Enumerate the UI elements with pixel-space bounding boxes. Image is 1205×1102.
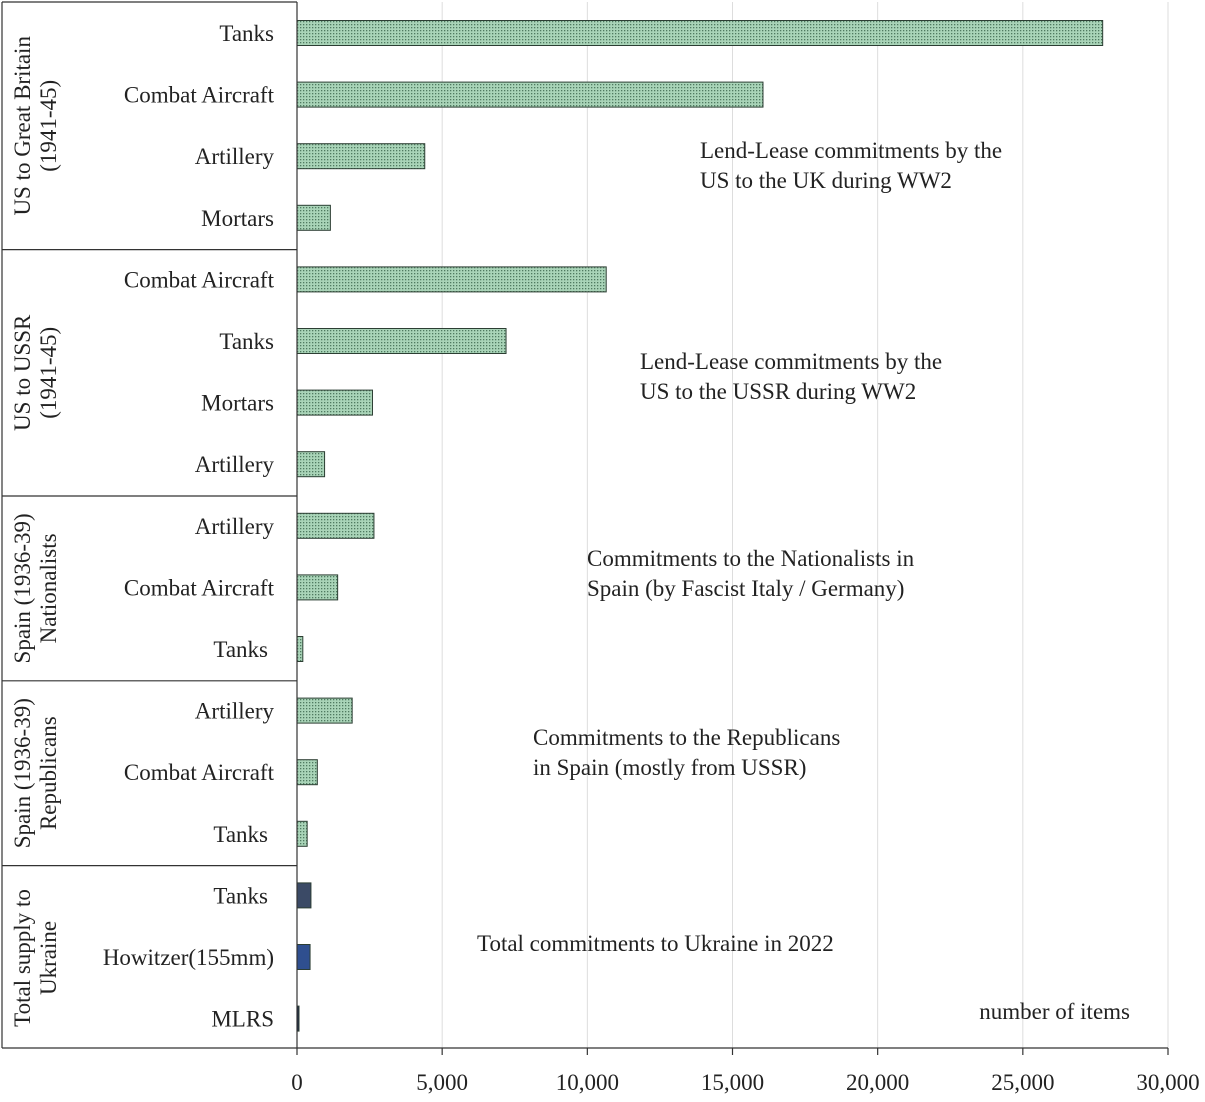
category-label: Artillery — [195, 452, 275, 477]
x-axis-title: number of items — [979, 999, 1130, 1024]
group-label-line: Ukraine — [36, 921, 61, 995]
category-label: Artillery — [195, 514, 275, 539]
category-label: Combat Aircraft — [124, 575, 275, 600]
bar — [296, 20, 1104, 46]
category-label: Howitzer(155mm) — [103, 945, 274, 970]
category-label: Tanks — [219, 329, 274, 354]
group-label: Total supply toUkraine — [10, 889, 61, 1027]
annotation-text: in Spain (mostly from USSR) — [533, 755, 806, 780]
x-tick-label: 15,000 — [701, 1070, 764, 1095]
annotation-text: Spain (by Fascist Italy / Germany) — [587, 576, 904, 601]
group-label-line: Republicans — [36, 716, 61, 830]
group-label: Spain (1936-39)Nationalists — [10, 513, 61, 663]
bar — [296, 759, 318, 786]
category-label: Combat Aircraft — [124, 760, 275, 785]
category-label: Artillery — [195, 699, 275, 724]
category-label: Tanks — [213, 883, 268, 908]
annotations: Lend-Lease commitments by the US to the U… — [477, 138, 1002, 956]
annotation-text: US to the UK during WW2 — [700, 168, 952, 193]
group-label-line: (1941-45) — [36, 327, 61, 419]
label-frame — [1, 1, 298, 1048]
bar — [296, 944, 311, 970]
group-label-line: (1941-45) — [36, 80, 61, 172]
bars — [296, 20, 1104, 1032]
bar — [296, 143, 426, 170]
group-label-line: Total supply to — [10, 889, 35, 1027]
x-tick-label: 10,000 — [556, 1070, 619, 1095]
category-label: Combat Aircraft — [124, 267, 275, 292]
bar — [296, 328, 507, 354]
gridlines — [441, 2, 1169, 1048]
category-label: Mortars — [201, 206, 274, 231]
category-label: Mortars — [201, 391, 274, 416]
category-label: Combat Aircraft — [124, 83, 275, 108]
bar — [296, 882, 312, 909]
bar — [296, 81, 764, 108]
x-tick-label: 5,000 — [416, 1070, 468, 1095]
group-label-line: Spain (1936-39) — [10, 513, 35, 663]
category-label: Tanks — [213, 637, 268, 662]
category-labels: Tanks Combat Aircraft Artillery Mortars US t… — [10, 21, 275, 1032]
category-label: MLRS — [211, 1007, 274, 1032]
x-tick-label: 30,000 — [1136, 1070, 1199, 1095]
annotation-text: Commitments to the Nationalists in — [587, 546, 915, 571]
group-label: US to Great Britain(1941-45) — [10, 36, 61, 216]
group-label-line: US to USSR — [10, 314, 35, 431]
group-label-line: US to Great Britain — [10, 36, 35, 216]
bar — [296, 697, 353, 724]
x-tick-label: 0 — [291, 1070, 303, 1095]
bar — [296, 204, 331, 231]
x-tick-label: 25,000 — [991, 1070, 1054, 1095]
group-label-line: Nationalists — [36, 533, 61, 643]
bar — [296, 451, 326, 478]
annotation-text: Total commitments to Ukraine in 2022 — [477, 931, 834, 956]
x-axis: 0 5,000 10,000 15,000 20,000 25,000 30,000 numb… — [2, 999, 1200, 1095]
group-label: US to USSR(1941-45) — [10, 314, 61, 431]
category-label: Tanks — [213, 822, 268, 847]
bar — [296, 512, 375, 539]
bar — [296, 266, 607, 293]
bar — [296, 574, 339, 601]
annotation-text: US to the USSR during WW2 — [640, 379, 916, 404]
bar — [296, 820, 308, 847]
category-label: Artillery — [195, 144, 275, 169]
x-tick-label: 20,000 — [846, 1070, 909, 1095]
bar — [296, 389, 373, 416]
group-label-line: Spain (1936-39) — [10, 698, 35, 848]
group-label: Spain (1936-39)Republicans — [10, 698, 61, 848]
annotation-text: Lend-Lease commitments by the — [640, 349, 942, 374]
category-label: Tanks — [219, 21, 274, 46]
annotation-text: Lend-Lease commitments by the — [700, 138, 1002, 163]
annotation-text: Commitments to the Republicans — [533, 725, 840, 750]
bar — [296, 636, 304, 662]
